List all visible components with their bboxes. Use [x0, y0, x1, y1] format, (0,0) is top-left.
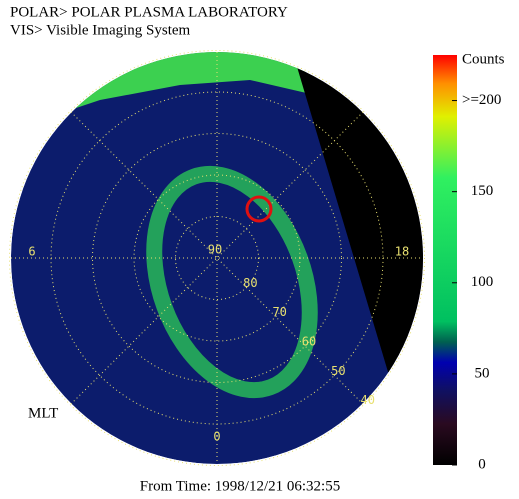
colorbar-tick-label: 50: [475, 365, 490, 381]
colorbar-ticks: 0 50 100 150 >=200: [452, 92, 501, 472]
lat-label: 50: [331, 364, 345, 378]
header-line: VIS> Visible Imaging System: [10, 22, 191, 38]
lat-label: 90: [208, 243, 222, 257]
mlt-title: MLT: [28, 405, 58, 421]
lat-ring: [175, 216, 259, 300]
grid-line: [70, 111, 364, 405]
colorbar: [433, 55, 457, 465]
header-line: POLAR> POLAR PLASMA LABORATORY: [10, 4, 288, 20]
mlt-label: 0: [213, 430, 220, 444]
colorbar-tick-label: >=200: [462, 92, 501, 108]
colorbar-tick-label: 0: [478, 456, 486, 472]
mlt-label: 18: [395, 245, 409, 259]
lat-label: 40: [360, 393, 374, 407]
footer: From Time: 1998/12/21 06:32:55: [140, 478, 340, 494]
lat-label: 80: [243, 276, 257, 290]
mlt-label: 6: [28, 245, 35, 259]
lat-label: 60: [302, 335, 316, 349]
colorbar-title: Counts: [462, 51, 505, 67]
highlight-circle: [245, 195, 273, 223]
lat-ring: [50, 91, 384, 425]
lat-ring: [9, 50, 425, 466]
colorbar-tick-label: 100: [471, 274, 494, 290]
lat-ring: [92, 133, 342, 383]
grid-line: [70, 111, 364, 405]
lat-label: 70: [272, 305, 286, 319]
colorbar-tick-label: 150: [471, 183, 494, 199]
lat-ring: [133, 174, 301, 342]
